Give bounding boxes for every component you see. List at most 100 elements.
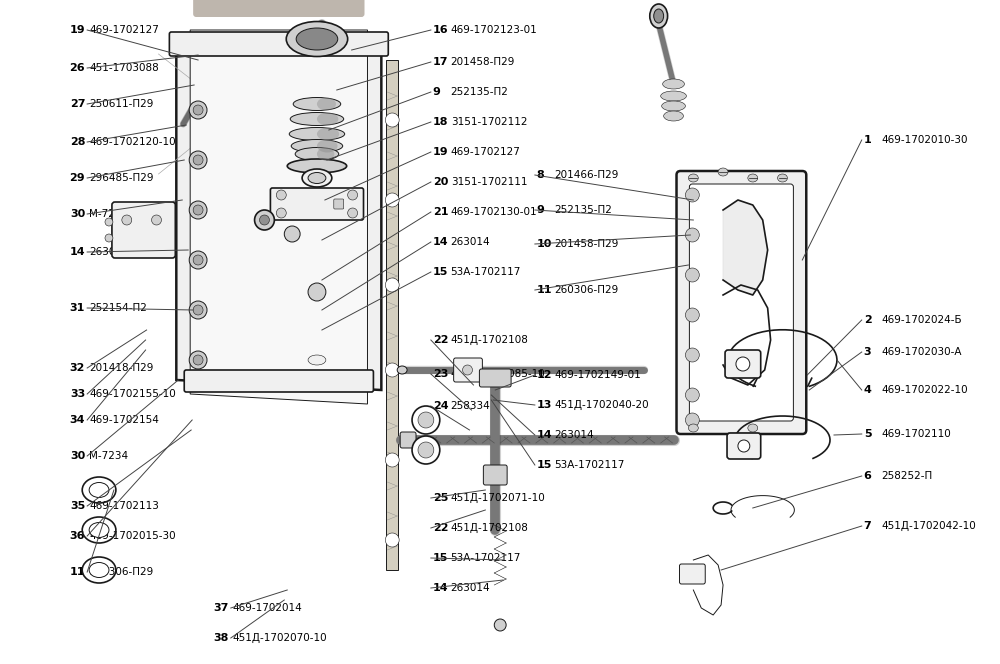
FancyBboxPatch shape [689,184,793,421]
Circle shape [105,218,113,226]
Text: 469-1702030-А: 469-1702030-А [882,347,962,357]
Circle shape [189,251,207,269]
Circle shape [385,278,399,292]
Text: 469-1702149-01: 469-1702149-01 [555,370,641,380]
Text: 250611-П29: 250611-П29 [89,99,154,109]
Circle shape [260,215,269,225]
Text: 33: 33 [70,389,85,399]
Text: 15: 15 [433,267,448,277]
Text: М-7234: М-7234 [89,451,128,461]
Circle shape [193,105,203,115]
Text: 451Д-1702070-10: 451Д-1702070-10 [233,633,327,643]
Text: 9: 9 [433,87,441,97]
Ellipse shape [286,21,348,56]
Ellipse shape [654,9,664,23]
Ellipse shape [317,139,338,153]
Ellipse shape [196,39,250,89]
FancyBboxPatch shape [112,202,175,258]
Circle shape [189,301,207,319]
Circle shape [255,210,274,230]
Text: 20: 20 [433,177,448,187]
Text: 21: 21 [433,207,448,217]
Ellipse shape [89,562,109,578]
Text: 469-1702127: 469-1702127 [451,147,521,157]
Text: 263014: 263014 [89,247,129,257]
Text: 12: 12 [537,370,552,380]
Text: 451Д-1702085-10: 451Д-1702085-10 [451,369,545,379]
Circle shape [193,355,203,365]
Ellipse shape [296,28,338,50]
Circle shape [308,283,326,301]
Circle shape [385,363,399,377]
Text: 53А-1702117: 53А-1702117 [451,267,521,277]
Circle shape [736,357,750,371]
Text: 469-1702015-30: 469-1702015-30 [89,531,176,541]
Text: 24: 24 [433,401,448,411]
Text: 13: 13 [537,400,552,410]
Text: 32: 32 [70,363,85,373]
Text: 469-1702123-01: 469-1702123-01 [451,25,537,35]
Text: 16: 16 [433,25,448,35]
FancyBboxPatch shape [184,370,373,392]
Text: 29: 29 [70,173,85,183]
Text: 451Д-1702040-20: 451Д-1702040-20 [555,400,649,410]
Circle shape [385,193,399,207]
Circle shape [276,208,286,218]
Circle shape [193,305,203,315]
Circle shape [122,215,132,225]
Text: 34: 34 [70,415,85,425]
Text: 252135-П2: 252135-П2 [451,87,509,97]
Circle shape [152,215,161,225]
Text: 469-1702110: 469-1702110 [882,429,951,439]
Circle shape [463,365,472,375]
Text: 53А-1702117: 53А-1702117 [555,460,625,470]
Text: 451-1703088: 451-1703088 [89,63,159,73]
Ellipse shape [289,127,345,141]
Text: 7: 7 [864,521,871,531]
Text: 10: 10 [537,239,552,249]
Circle shape [193,205,203,215]
Text: 14: 14 [433,583,448,593]
Text: 201418-П29: 201418-П29 [89,363,154,373]
Circle shape [284,226,300,242]
Ellipse shape [718,168,728,176]
Text: 19: 19 [70,25,85,35]
Text: 35: 35 [70,501,85,511]
Ellipse shape [89,523,109,537]
Circle shape [685,348,699,362]
Ellipse shape [317,147,334,161]
Ellipse shape [688,424,698,432]
Polygon shape [190,30,367,404]
Ellipse shape [317,112,338,125]
Text: 469-1702155-10: 469-1702155-10 [89,389,176,399]
Circle shape [385,113,399,127]
Circle shape [385,533,399,547]
Text: 260306-П29: 260306-П29 [555,285,619,295]
Text: 469-1702154: 469-1702154 [89,415,159,425]
Ellipse shape [397,366,407,374]
Text: 17: 17 [433,57,448,67]
Text: 260306-П29: 260306-П29 [89,567,153,577]
Text: 15: 15 [537,460,552,470]
Ellipse shape [748,174,758,182]
FancyBboxPatch shape [483,465,507,485]
Text: 30: 30 [70,209,85,219]
Text: 469-1702010-30: 469-1702010-30 [882,135,968,145]
Text: 469-1702120-10: 469-1702120-10 [89,137,176,147]
Circle shape [418,412,434,428]
Text: 201466-П29: 201466-П29 [555,170,619,180]
Ellipse shape [287,159,347,173]
Circle shape [494,619,506,631]
Text: 53А-1702117: 53А-1702117 [451,553,521,563]
Text: 3: 3 [864,347,871,357]
Ellipse shape [661,91,686,101]
Circle shape [348,190,358,200]
Ellipse shape [688,174,698,182]
Text: 38: 38 [213,633,229,643]
Circle shape [685,268,699,282]
Text: 14: 14 [537,430,552,440]
FancyBboxPatch shape [270,188,364,220]
Circle shape [348,208,358,218]
Circle shape [189,351,207,369]
FancyBboxPatch shape [169,32,388,56]
